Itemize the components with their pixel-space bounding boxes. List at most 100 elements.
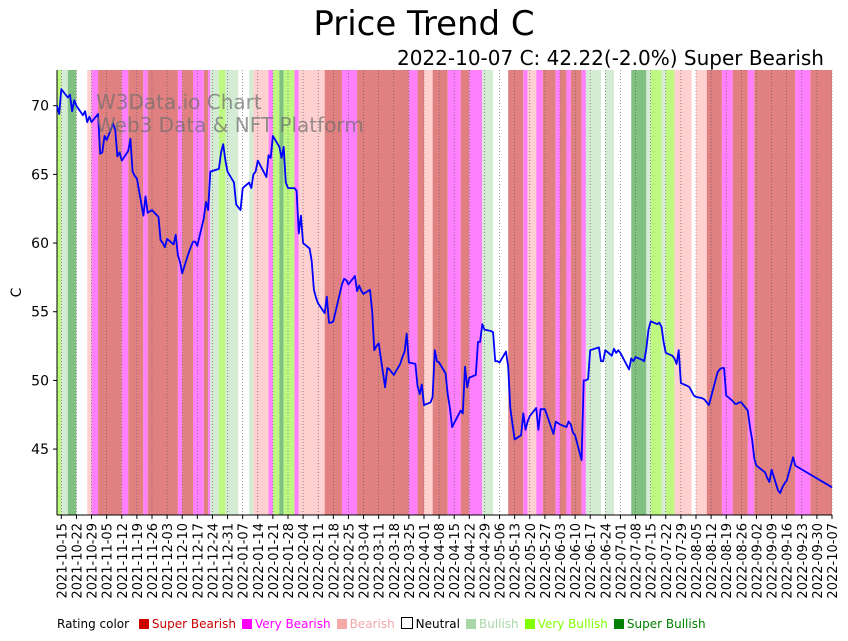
rating-band-very-bearish	[408, 70, 418, 515]
rating-band-super-bearish	[182, 70, 194, 515]
x-tick-label: 2022-07-01	[614, 523, 629, 599]
y-tick-label: 60	[31, 236, 49, 252]
x-tick-label: 2022-06-10	[569, 523, 584, 599]
rating-band-very-bearish	[581, 70, 586, 515]
y-tick-label: 55	[31, 305, 49, 321]
rating-band-super-bearish	[417, 70, 424, 515]
x-tick-label: 2022-03-18	[388, 523, 403, 599]
x-tick-label: 2021-10-22	[70, 523, 85, 599]
x-tick-label: 2022-07-15	[645, 523, 660, 599]
rating-band-super-bearish	[432, 70, 448, 515]
rating-band-very-bearish	[795, 70, 811, 515]
watermark-line-2: Web3 Data & NFT Platform	[96, 113, 364, 137]
rating-band-very-bearish	[208, 70, 211, 515]
rating-band-very-bullish	[650, 70, 662, 515]
rating-band-bearish	[423, 70, 433, 515]
rating-band-bullish	[210, 70, 219, 515]
rating-band-super-bearish	[570, 70, 582, 515]
y-tick-label: 50	[31, 373, 49, 389]
rating-band-neutral	[238, 70, 250, 515]
rating-band-super-bearish	[98, 70, 122, 515]
x-tick-label: 2022-02-04	[297, 523, 312, 599]
x-tick-label: 2022-04-08	[433, 523, 448, 599]
rating-band-very-bearish	[121, 70, 129, 515]
x-tick-label: 2022-07-22	[660, 523, 675, 599]
y-tick-label: 70	[31, 99, 49, 115]
rating-band-very-bearish	[341, 70, 358, 515]
rating-band-super-bullish	[279, 70, 284, 515]
rating-band-bullish	[605, 70, 614, 515]
rating-band-bearish	[527, 70, 537, 515]
rating-band-neutral	[493, 70, 509, 515]
rating-band-bullish	[646, 70, 651, 515]
x-tick-label: 2021-12-24	[206, 523, 221, 599]
rating-band-very-bullish	[283, 70, 295, 515]
legend-title: Rating color	[57, 617, 130, 631]
legend-item-bullish: Bullish	[465, 617, 519, 631]
rating-band-bearish	[253, 70, 269, 515]
rating-band-super-bearish	[203, 70, 209, 515]
x-tick-label: 2022-09-30	[811, 523, 826, 599]
x-tick-label: 2022-08-12	[705, 523, 720, 599]
rating-band-super-bullish	[631, 70, 647, 515]
legend-items: Super Bearish Very Bearish Bearish Neutral B…	[138, 617, 712, 631]
legend-label-neutral: Neutral	[415, 617, 460, 631]
rating-band-super-bearish	[754, 70, 796, 515]
rating-band-super-bearish	[542, 70, 556, 515]
watermark-line-1: W3Data.io Chart	[96, 90, 262, 114]
rating-band-bullish	[225, 70, 239, 515]
x-tick-label: 2022-01-28	[282, 523, 297, 599]
rating-band-neutral	[691, 70, 696, 515]
rating-band-super-bearish	[559, 70, 567, 515]
x-tick-label: 2021-10-15	[55, 523, 70, 599]
x-tick-label: 2021-10-29	[86, 523, 101, 599]
x-tick-label: 2022-04-22	[463, 523, 478, 599]
x-tick-label: 2022-03-25	[403, 523, 418, 599]
rating-band-bullish	[482, 70, 494, 515]
x-tick-label: 2022-02-11	[312, 523, 327, 599]
legend-swatch-very-bearish	[241, 619, 252, 629]
rating-band-neutral	[613, 70, 632, 515]
chart-title: Price Trend C	[313, 4, 535, 44]
legend-swatch-bullish	[465, 619, 476, 629]
x-tick-label: 2022-01-21	[267, 523, 282, 599]
x-tick-label: 2021-11-12	[116, 523, 131, 599]
rating-band-very-bearish	[566, 70, 571, 515]
x-tick-label: 2022-06-24	[599, 523, 614, 599]
x-tick-label: 2021-11-05	[101, 523, 116, 599]
rating-band-bullish	[661, 70, 666, 515]
rating-band-bearish	[695, 70, 707, 515]
x-tick-label: 2022-01-14	[252, 523, 267, 599]
legend-swatch-bearish	[336, 619, 347, 629]
x-tick-label: 2022-03-04	[358, 523, 373, 599]
x-tick-label: 2022-06-03	[554, 523, 569, 599]
legend-item-super-bullish: Super Bullish	[613, 617, 706, 631]
rating-band-super-bullish	[67, 70, 77, 515]
legend-item-neutral: Neutral	[400, 617, 460, 631]
x-tick-label: 2022-05-13	[509, 523, 524, 599]
rating-band-very-bullish	[272, 70, 280, 515]
x-tick-label: 2021-11-19	[131, 523, 146, 599]
x-tick-label: 2022-03-11	[373, 523, 388, 599]
x-tick-label: 2022-08-05	[690, 523, 705, 599]
rating-band-super-bearish	[460, 70, 470, 515]
rating-band-neutral	[76, 70, 88, 515]
x-tick-label: 2022-08-19	[720, 523, 735, 599]
rating-band-very-bearish	[747, 70, 755, 515]
rating-band-very-bullish	[665, 70, 675, 515]
rating-band-super-bearish	[706, 70, 722, 515]
rating-band-very-bearish	[536, 70, 543, 515]
y-tick-label: 45	[31, 442, 49, 458]
x-tick-label: 2022-09-02	[750, 523, 765, 599]
rating-band-very-bearish	[523, 70, 528, 515]
legend-item-bearish: Bearish	[336, 617, 395, 631]
legend-label-super-bullish: Super Bullish	[626, 617, 706, 631]
x-tick-label: 2022-09-23	[796, 523, 811, 599]
rating-band-very-bearish	[469, 70, 483, 515]
x-tick-label: 2022-02-18	[327, 523, 342, 599]
legend-label-very-bullish: Very Bullish	[537, 617, 608, 631]
x-tick-label: 2021-12-31	[222, 523, 237, 599]
rating-band-super-bearish	[810, 70, 832, 515]
x-tick-label: 2022-09-09	[766, 523, 781, 599]
